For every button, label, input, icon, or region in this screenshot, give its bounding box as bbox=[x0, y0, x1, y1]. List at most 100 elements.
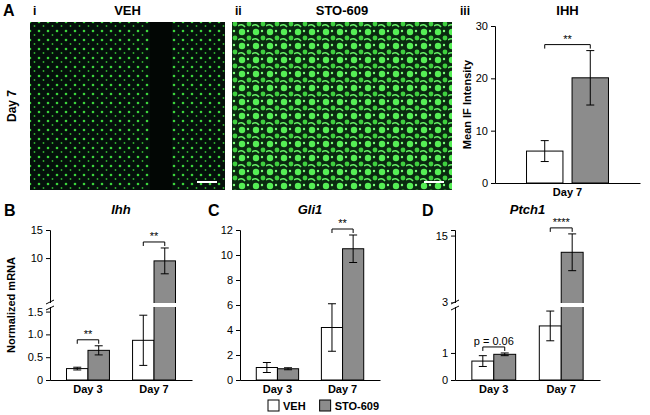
panel-label: iii bbox=[460, 4, 470, 18]
error-cap bbox=[568, 270, 576, 271]
error-cap bbox=[479, 355, 487, 356]
bar bbox=[67, 369, 88, 380]
tick-label: Day 7 bbox=[328, 383, 357, 395]
tick-mark bbox=[451, 353, 455, 354]
error-cap bbox=[328, 351, 336, 352]
error-line bbox=[353, 235, 354, 263]
y-tick: 1.5 bbox=[28, 306, 50, 318]
chart-title: Gli1 bbox=[298, 202, 323, 217]
tick-mark bbox=[236, 330, 240, 331]
error-bar bbox=[501, 353, 509, 356]
x-axis: Day 3Day 7 bbox=[241, 381, 381, 395]
error-cap bbox=[586, 50, 594, 51]
y-tick: 15 bbox=[436, 230, 455, 242]
y-tick: 0 bbox=[37, 374, 50, 386]
y-tick: 10 bbox=[476, 125, 495, 137]
annotation: ** bbox=[563, 33, 572, 45]
error-cap bbox=[73, 369, 81, 370]
error-cap bbox=[95, 354, 103, 355]
axis-break bbox=[450, 303, 600, 307]
annotation: **** bbox=[553, 216, 571, 228]
scale-bar bbox=[424, 181, 444, 183]
panel-label: D bbox=[422, 202, 434, 219]
significance-bracket bbox=[483, 347, 505, 351]
error-cap bbox=[139, 315, 147, 316]
tick-mark bbox=[451, 380, 455, 381]
tick-label: 10 bbox=[31, 252, 43, 264]
tick-label: 0 bbox=[482, 177, 488, 189]
annotation: ** bbox=[150, 230, 159, 242]
tick-label: Day 3 bbox=[479, 383, 508, 395]
y-tick: 4 bbox=[227, 324, 240, 336]
y-tick: 0 bbox=[482, 177, 495, 189]
tick-label: Day 7 bbox=[139, 383, 168, 395]
bar bbox=[154, 261, 175, 380]
error-line bbox=[98, 346, 99, 355]
error-line bbox=[331, 304, 332, 352]
image-title: STO-609 bbox=[316, 3, 369, 18]
tick-label: Day 7 bbox=[547, 383, 576, 395]
axis-line bbox=[51, 380, 193, 381]
y-axis-title: Normalized mRNA bbox=[5, 257, 17, 353]
y-axis: 01315 bbox=[436, 230, 456, 386]
significance-bracket bbox=[77, 340, 98, 344]
tick-mark bbox=[236, 255, 240, 256]
error-line bbox=[164, 248, 165, 274]
legend-swatch bbox=[320, 400, 331, 411]
significance-bracket bbox=[332, 229, 353, 233]
break-mark bbox=[46, 300, 54, 304]
y-tick: 2 bbox=[227, 349, 240, 361]
tick-mark bbox=[46, 380, 50, 381]
annotation: p = 0.06 bbox=[474, 335, 514, 347]
error-cap bbox=[568, 233, 576, 234]
error-line bbox=[572, 234, 573, 271]
tick-mark bbox=[46, 312, 50, 313]
error-bar bbox=[161, 248, 169, 274]
bar bbox=[277, 369, 298, 380]
error-bar bbox=[284, 368, 292, 370]
tick-mark bbox=[491, 131, 495, 132]
axis-line bbox=[496, 183, 641, 184]
y-tick: 10 bbox=[31, 252, 50, 264]
tick-mark bbox=[491, 26, 495, 27]
tick-mark bbox=[236, 230, 240, 231]
error-cap bbox=[546, 311, 554, 312]
error-line bbox=[590, 51, 591, 105]
error-cap bbox=[284, 367, 292, 368]
x-axis: Day 3 Day 7 bbox=[51, 381, 193, 395]
error-cap bbox=[73, 367, 81, 368]
axis-line bbox=[456, 380, 601, 381]
legend: VEHSTO-609 bbox=[268, 400, 379, 412]
chart-panel: 01315Day 3Day 7Ptch1Dp = 0.06**** bbox=[422, 202, 601, 395]
y-tick: 0 bbox=[442, 374, 455, 386]
axis-line bbox=[491, 27, 496, 184]
axis-line bbox=[236, 231, 241, 381]
error-cap bbox=[263, 372, 271, 373]
x-axis: Day 7 bbox=[496, 184, 641, 198]
y-tick: 30 bbox=[476, 20, 495, 32]
tick-label: 1 bbox=[442, 347, 448, 359]
chart-title: Ihh bbox=[111, 202, 131, 217]
micrograph-gap bbox=[150, 22, 172, 190]
tick-mark bbox=[491, 183, 495, 184]
panel-label: A bbox=[3, 2, 15, 19]
tick-mark bbox=[236, 355, 240, 356]
y-tick: 1.0 bbox=[28, 328, 50, 340]
error-cap bbox=[479, 366, 487, 367]
error-cap bbox=[349, 262, 357, 263]
x-tick: Day 7 bbox=[328, 383, 357, 395]
tick-mark bbox=[46, 230, 50, 231]
tick-label: 2 bbox=[227, 349, 233, 361]
error-cap bbox=[501, 355, 509, 356]
annotation: ** bbox=[84, 328, 93, 340]
image-label: i bbox=[33, 4, 36, 18]
error-bar bbox=[139, 315, 147, 365]
x-tick: Day 3 bbox=[73, 383, 102, 395]
error-cap bbox=[546, 340, 554, 341]
tick-label: 0.5 bbox=[28, 351, 43, 363]
y-tick: 0.5 bbox=[28, 351, 50, 363]
error-bar bbox=[586, 51, 594, 105]
tick-mark bbox=[236, 280, 240, 281]
error-bar bbox=[568, 234, 576, 271]
x-axis: Day 3 Day 7 bbox=[456, 381, 601, 395]
